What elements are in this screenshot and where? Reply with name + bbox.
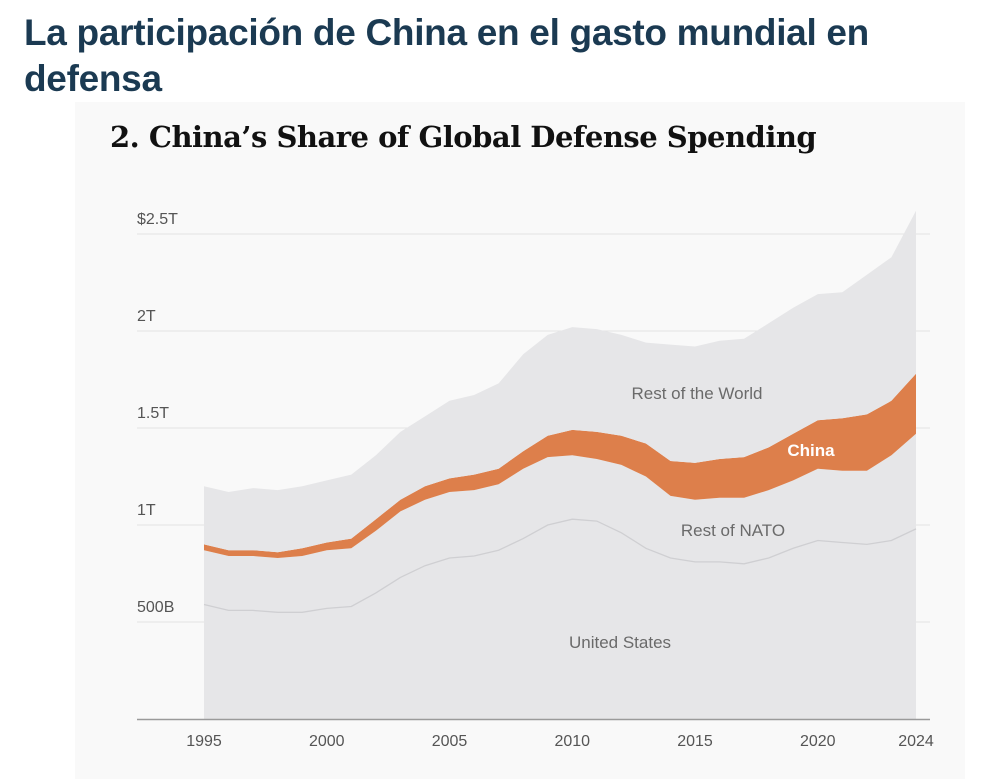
- x-tick-label: 2024: [898, 733, 934, 750]
- x-axis-ticks: 1995 2000 2005 2010 2015 2020 2024: [186, 733, 934, 750]
- x-tick-label: 2015: [677, 733, 713, 750]
- x-tick-label: 2005: [432, 733, 468, 750]
- y-tick-label: $2.5T: [137, 211, 178, 228]
- area-rest-of-nato: [204, 433, 916, 613]
- page-title: La participación de China en el gasto mu…: [24, 12, 869, 99]
- label-china: China: [787, 441, 835, 460]
- label-united-states: United States: [569, 633, 671, 652]
- x-tick-label: 2000: [309, 733, 345, 750]
- y-tick-label: 1T: [137, 502, 156, 519]
- y-tick-label: 500B: [137, 599, 174, 616]
- line-us-nato-boundary: [203, 518, 917, 613]
- y-tick-label: 1.5T: [137, 405, 169, 422]
- label-rest-of-world: Rest of the World: [631, 384, 762, 403]
- x-tick-label: 2020: [800, 733, 836, 750]
- x-tick-label: 2010: [554, 733, 590, 750]
- x-tick-label: 1995: [186, 733, 222, 750]
- area-united-states: [204, 519, 916, 719]
- y-tick-label: 2T: [137, 308, 156, 325]
- y-axis-ticks: 500B 1T 1.5T 2T $2.5T: [137, 211, 178, 616]
- chart-title: 2. China’s Share of Global Defense Spend…: [110, 120, 817, 154]
- area-rest-of-the-world: [204, 210, 916, 553]
- stacked-areas: [203, 210, 917, 719]
- label-rest-of-nato: Rest of NATO: [681, 521, 785, 540]
- area-china: [204, 373, 916, 558]
